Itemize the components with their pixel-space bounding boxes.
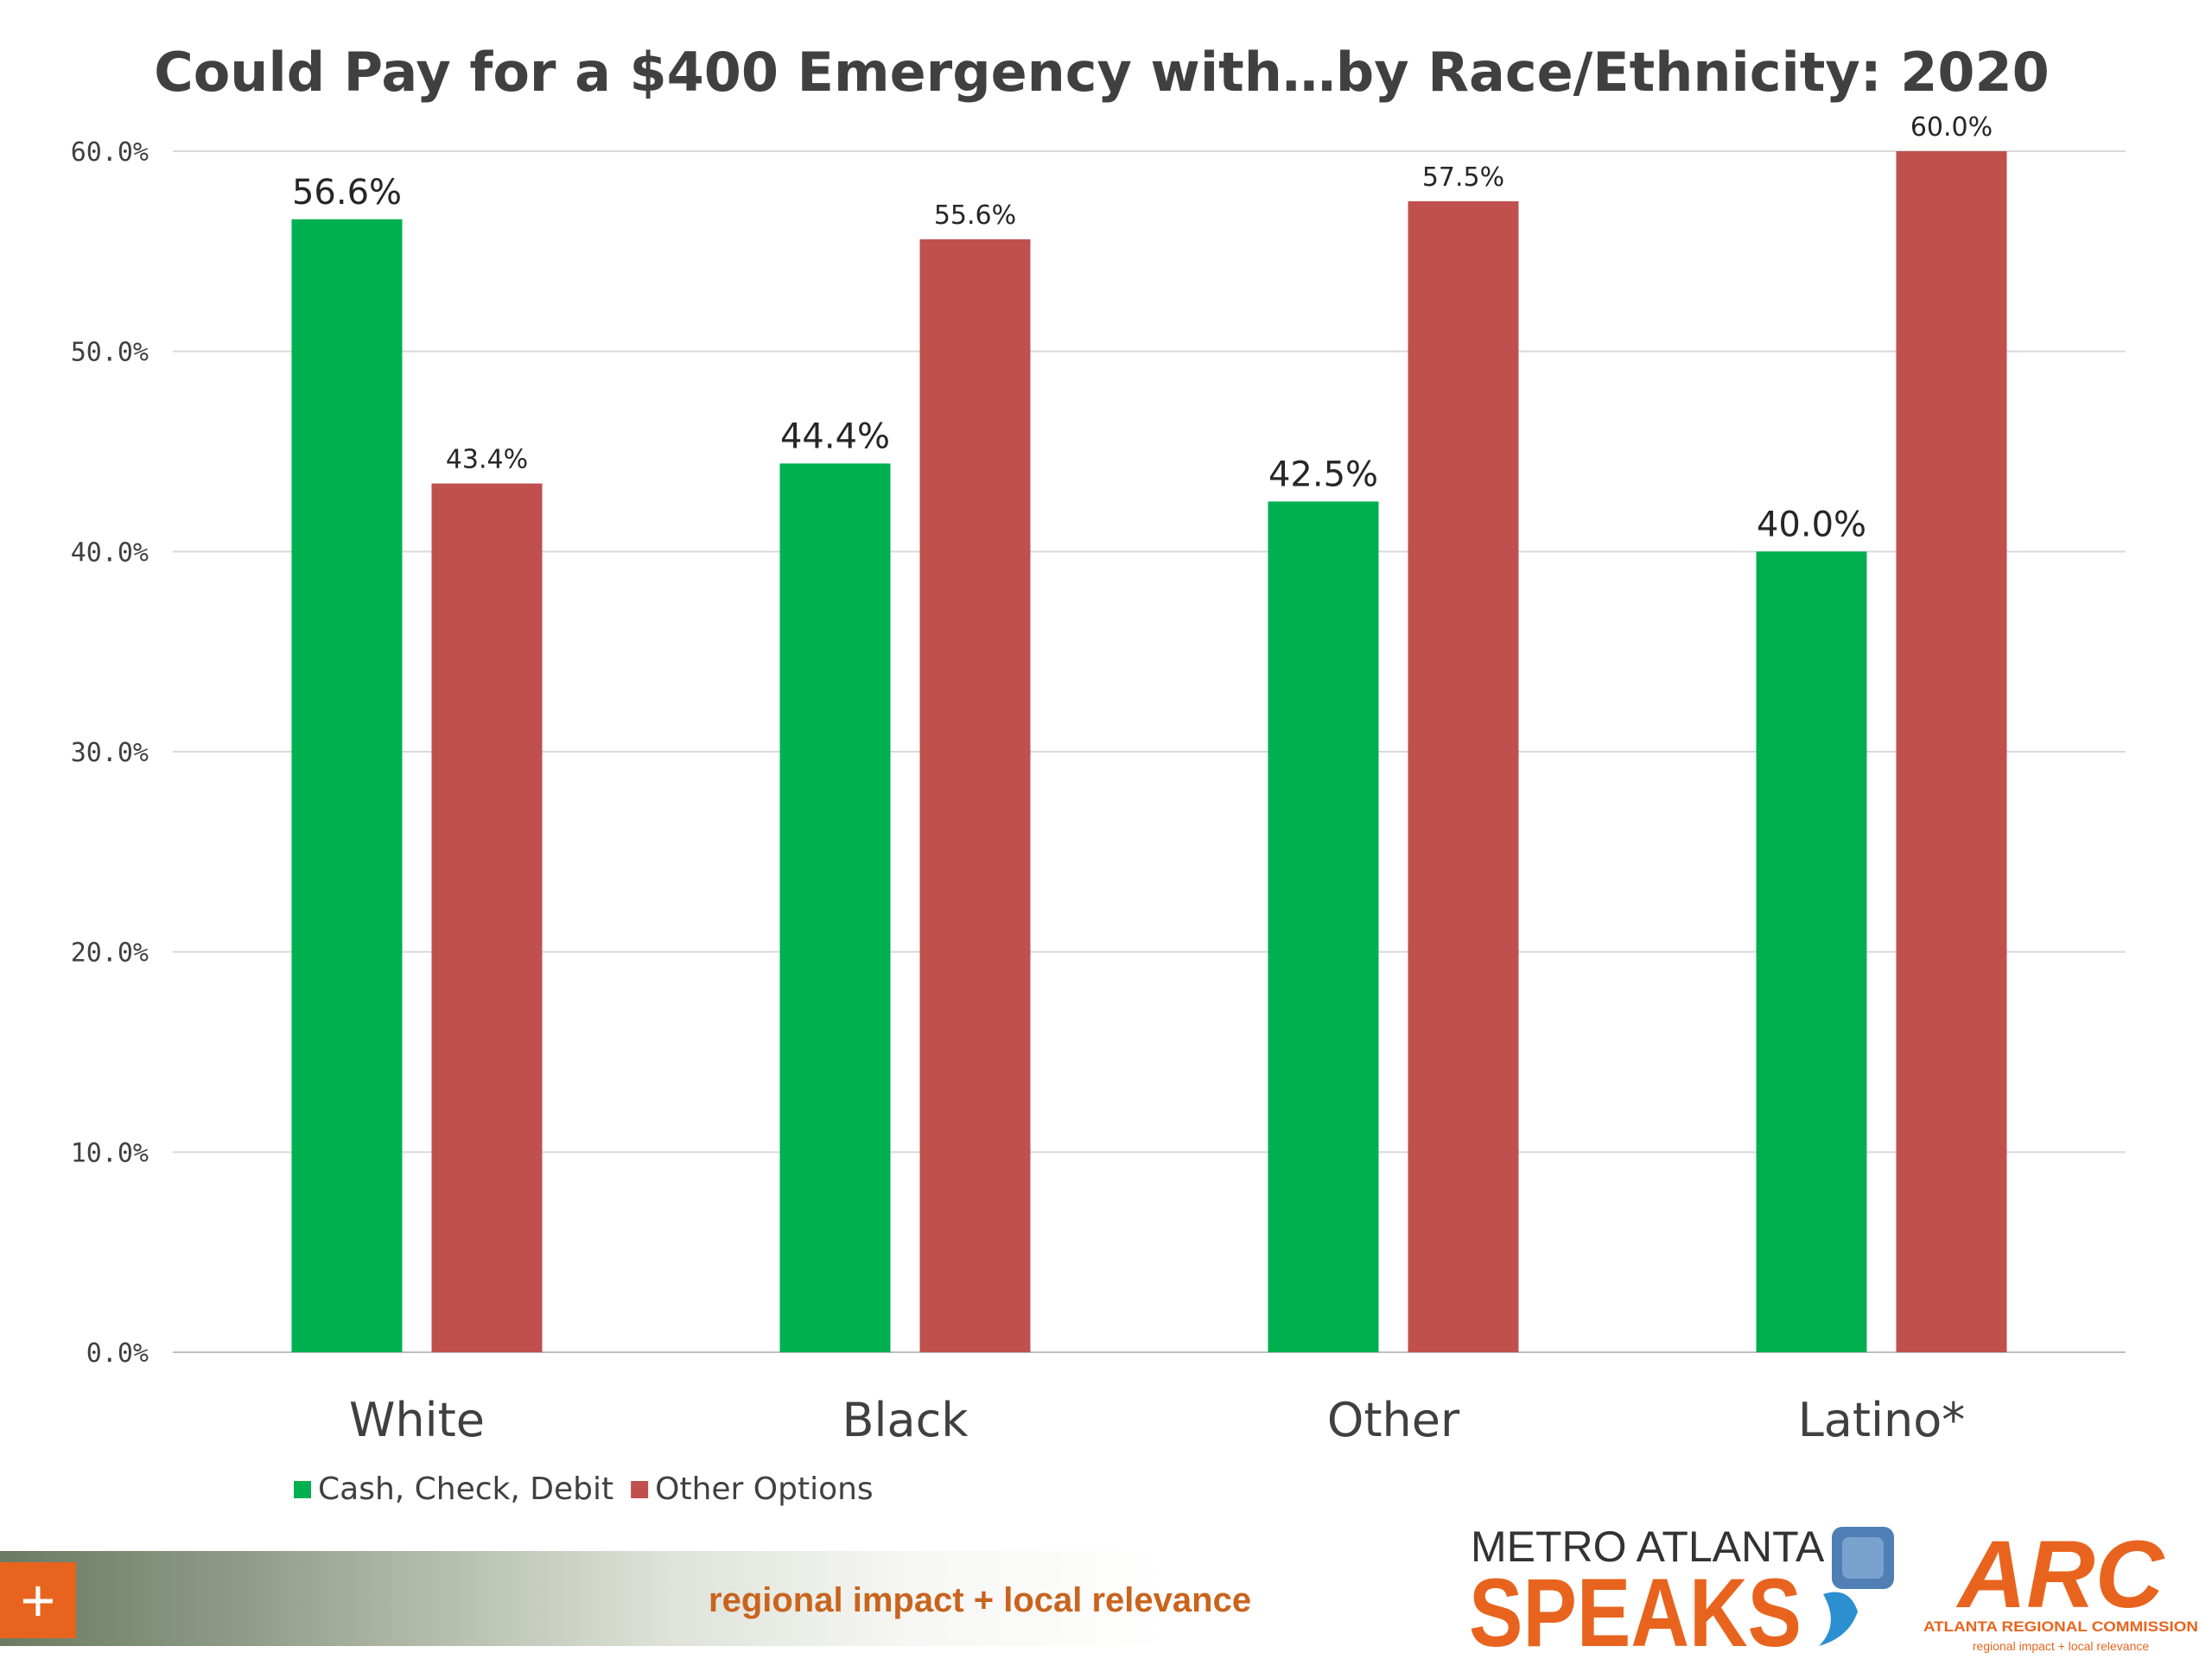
metro-atlanta-speaks-logo: METRO ATLANTA SPEAKS (1469, 1522, 1894, 1655)
bar-white-cash (291, 219, 403, 1353)
y-tick-label: 40.0% (71, 537, 149, 568)
data-label: 44.4% (780, 416, 890, 456)
data-label: 55.6% (934, 200, 1016, 231)
category-label: Black (842, 1393, 969, 1447)
data-label: 40.0% (1757, 505, 1866, 544)
arc-logo: ARC ATLANTA REGIONAL COMMISSION regional… (1923, 1522, 2198, 1653)
data-labels: 56.6% 43.4% 44.4% 55.6% 42.5% 57.5% 40.0% 60.0% (292, 112, 1993, 544)
bar-latino-cash (1756, 551, 1867, 1352)
category-label: Latino* (1798, 1393, 1966, 1447)
y-tick-label: 60.0% (71, 137, 149, 168)
legend-swatch (631, 1481, 649, 1498)
y-tick-label: 20.0% (71, 938, 149, 969)
category-labels: White Black Other Latino* (349, 1393, 1965, 1447)
legend-swatch (294, 1481, 311, 1498)
data-label: 57.5% (1422, 162, 1504, 193)
bar-black-other (919, 238, 1031, 1352)
legend-label: Other Options (655, 1471, 874, 1507)
chart-title: Could Pay for a $400 Emergency with…by R… (154, 41, 2050, 104)
category-label: White (349, 1393, 485, 1447)
footer-photo-strip (0, 1551, 1296, 1646)
speech-bubble-icon (1819, 1527, 1894, 1646)
data-label: 42.5% (1268, 454, 1378, 494)
data-label: 56.6% (292, 173, 402, 213)
arc-logo-name: ATLANTA REGIONAL COMMISSION (1923, 1618, 2198, 1635)
arc-logo-mark: ARC (1955, 1522, 2165, 1628)
speaks-logo-line2: SPEAKS (1469, 1559, 1802, 1655)
bar-latino-other (1896, 151, 2007, 1352)
y-tick-label: 0.0% (86, 1338, 149, 1369)
data-label: 60.0% (1910, 112, 1993, 143)
y-tick-label: 50.0% (71, 338, 149, 368)
footer-tagline: regional impact + local relevance (709, 1581, 1252, 1619)
legend-label: Cash, Check, Debit (318, 1471, 613, 1507)
bars (291, 151, 2007, 1353)
arc-logo-tagline: regional impact + local relevance (1973, 1639, 2149, 1653)
y-tick-label: 10.0% (71, 1138, 149, 1168)
legend: Cash, Check, Debit Other Options (294, 1471, 874, 1507)
bar-white-other (431, 483, 543, 1352)
y-axis-tick-labels: 0.0% 10.0% 20.0% 30.0% 40.0% 50.0% 60.0% (71, 137, 149, 1369)
plus-button[interactable]: + (0, 1562, 76, 1638)
bar-other-other (1408, 200, 1519, 1353)
category-label: Other (1327, 1393, 1460, 1447)
y-tick-label: 30.0% (71, 738, 149, 768)
bar-other-cash (1268, 501, 1379, 1352)
bar-black-cash (779, 463, 891, 1352)
speaks-logo-line1: METRO ATLANTA (1471, 1522, 1825, 1571)
data-label: 43.4% (446, 445, 528, 475)
